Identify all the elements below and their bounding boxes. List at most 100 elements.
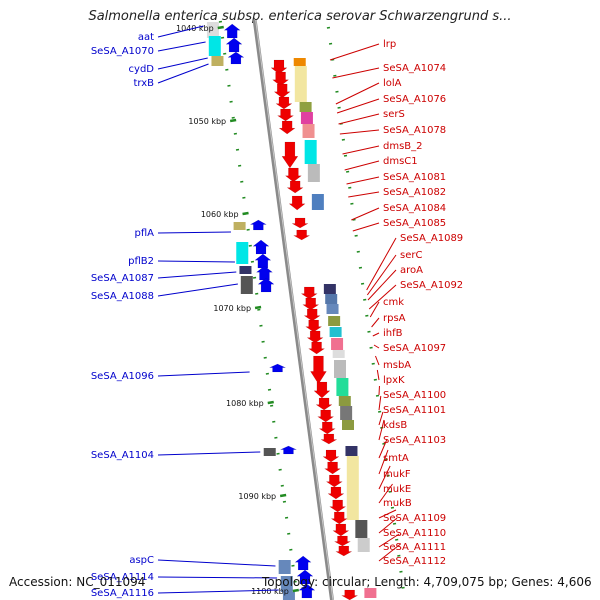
tick-mark-right: [341, 138, 345, 141]
reverse-label-line: [366, 237, 397, 291]
cog-block-forward: [280, 576, 293, 592]
tick-mark-left: [276, 452, 280, 455]
tick-mark-left: [282, 500, 287, 503]
tick-mark-right: [343, 154, 348, 157]
forward-gene-arrow: [254, 253, 272, 269]
reverse-gene-label: SeSA_A1078: [383, 125, 446, 136]
reverse-label-line: [378, 509, 397, 519]
reverse-gene-label: dmsC1: [383, 156, 418, 167]
reverse-gene-arrow: [303, 308, 322, 322]
tick-mark-right: [335, 90, 339, 93]
tick-mark-left: [235, 148, 240, 151]
tick-mark-right: [360, 282, 365, 285]
forward-gene-arrow: [252, 239, 270, 255]
forward-label-line: [157, 57, 208, 70]
reverse-label-line: [378, 465, 391, 490]
tick-mark-left: [231, 116, 235, 119]
tick-mark-right: [352, 218, 356, 221]
reverse-gene-arrow: [323, 461, 342, 475]
cog-block-reverse: [357, 538, 370, 552]
tick-mark-right: [363, 298, 367, 301]
forward-label-line: [157, 25, 204, 38]
reverse-gene-label: SeSA_A1085: [383, 218, 446, 229]
tick-mark-right: [375, 394, 380, 397]
reverse-gene-arrow: [306, 330, 324, 344]
forward-gene-label: SeSA_A1088: [91, 291, 154, 302]
forward-gene-label: trxB: [133, 78, 154, 89]
tick-mark-right: [354, 234, 358, 237]
reverse-gene-label: SeSA_A1082: [383, 187, 446, 198]
tick-mark-right: [373, 378, 377, 381]
cog-blocks: [206, 22, 377, 600]
reverse-gene-arrow: [284, 167, 303, 183]
forward-gene-label: aat: [138, 32, 154, 43]
cog-block-reverse: [332, 350, 345, 358]
tick-mark-right: [386, 474, 390, 477]
cog-block-reverse: [364, 588, 377, 598]
reverse-gene-label: SeSA_A1097: [383, 343, 446, 354]
cog-block-forward: [282, 592, 295, 600]
reverse-label-line: [335, 82, 380, 105]
tick-mark-left: [289, 548, 293, 551]
reverse-gene-arrow: [304, 319, 323, 333]
cog-block-reverse: [323, 284, 336, 294]
reverse-gene-label: kdsB: [383, 420, 407, 431]
cog-block-forward: [240, 276, 253, 294]
scale-tick: [279, 493, 287, 498]
tick-mark-left: [259, 324, 263, 327]
tick-mark-right: [346, 170, 350, 173]
reverse-gene-label: mukF: [383, 469, 411, 480]
cog-block-forward: [233, 222, 246, 230]
backbone: [252, 19, 334, 600]
reverse-gene-label: SeSA_A1074: [383, 63, 446, 74]
tick-mark-left: [229, 100, 233, 103]
tick-mark-right: [369, 346, 373, 349]
reverse-label-line: [368, 284, 397, 310]
scale-tick: [229, 118, 237, 123]
tick-mark-right: [358, 266, 363, 269]
cog-block-reverse: [311, 194, 324, 210]
reverse-label-line: [344, 160, 380, 171]
reverse-label-line: [373, 344, 380, 349]
gene-labels: lrp SeSA_A1074 lolA SeSA_A1076 serS SeSA_A107…: [91, 32, 463, 599]
forward-label-line: [157, 260, 235, 263]
cog-block-reverse: [293, 58, 306, 66]
forward-gene-arrow: [227, 51, 245, 65]
reverse-gene-label: smtA: [383, 453, 409, 464]
reverse-gene-arrow: [334, 545, 353, 557]
tick-mark-right: [348, 186, 352, 189]
reverse-gene-arrow: [330, 511, 349, 525]
tick-mark-right: [384, 458, 388, 461]
reverse-label-line: [351, 207, 380, 221]
reverse-label-line: [348, 191, 380, 198]
reverse-gene-arrow: [322, 449, 340, 463]
label-leader-lines: [157, 25, 401, 594]
reverse-label-line: [378, 517, 398, 534]
tick-mark-left: [280, 484, 284, 487]
accession-text: Accession: NC_011094: [9, 575, 146, 589]
genome-stats-text: Topology: circular; Length: 4,709,075 bp…: [262, 575, 592, 589]
tick-mark-left: [261, 340, 265, 343]
reverse-gene-arrow: [319, 433, 338, 445]
reverse-gene-label: msbA: [383, 360, 411, 371]
tick-mark-left: [272, 420, 276, 423]
cog-block-forward: [208, 36, 221, 56]
forward-gene-label: SeSA_A1116: [91, 588, 154, 599]
cog-block-forward: [239, 266, 252, 274]
reverse-gene-label: SeSA_A1101: [383, 405, 446, 416]
tick-mark-left: [274, 436, 278, 439]
tick-mark-left: [267, 388, 272, 391]
tick-mark-right: [392, 522, 397, 525]
tick-mark-left: [248, 244, 252, 247]
reverse-gene-arrow: [316, 409, 335, 423]
cog-block-forward: [206, 22, 219, 38]
cog-block-reverse: [340, 406, 353, 420]
reverse-gene-label: SeSA_A1112: [383, 556, 446, 567]
reverse-label-line: [378, 395, 382, 411]
reverse-gene-arrow: [307, 341, 326, 355]
reverse-gene-arrow: [301, 297, 320, 311]
tick-mark-right: [390, 506, 395, 509]
tick-mark-left: [278, 468, 282, 471]
cog-block-reverse: [307, 164, 320, 182]
